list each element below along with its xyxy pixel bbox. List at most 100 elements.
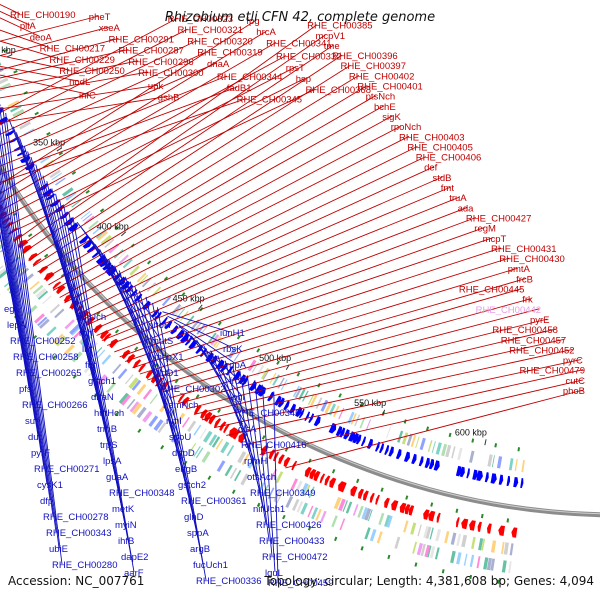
category-band-block: [131, 402, 142, 415]
reverse-gene-label: RHE_CH00433: [259, 536, 324, 547]
category-band-block: [37, 290, 49, 300]
category-band-block: [153, 419, 164, 431]
label-leader: [246, 375, 270, 541]
ring-tick-mark: [114, 329, 120, 334]
category-band-block: [273, 490, 281, 503]
category-band-block: [435, 528, 442, 542]
category-band-block: [302, 390, 309, 402]
reverse-cds-arrow: [506, 475, 511, 487]
label-leader: [0, 28, 188, 126]
forward-gene-label: ada: [458, 203, 475, 214]
category-band-block: [0, 62, 2, 66]
category-band-block: [290, 478, 298, 491]
forward-gene-label: upk: [148, 81, 164, 92]
ring-tick-mark: [137, 428, 142, 434]
reverse-cds-arrow: [154, 311, 162, 321]
category-band-block: [463, 553, 468, 566]
forward-gene-label: infC: [79, 90, 96, 101]
category-band-block: [491, 455, 495, 468]
category-band-block: [215, 337, 223, 349]
category-band-block: [357, 505, 364, 518]
forward-cds-arrow: [214, 418, 222, 428]
ring-tick-mark: [356, 478, 360, 484]
forward-cds-arrow: [399, 502, 407, 514]
category-band-block: [369, 529, 377, 542]
reverse-gene-label: phoH: [148, 320, 171, 331]
ring-tick-mark: [426, 426, 430, 431]
label-leader: [139, 257, 510, 375]
category-band-block: [333, 496, 342, 510]
forward-cds-arrow: [309, 469, 317, 480]
label-leader: [107, 206, 468, 346]
forward-cds-arrow: [477, 521, 482, 532]
forward-gene-label: pyrC: [563, 356, 583, 367]
category-band-block: [181, 417, 190, 428]
forward-cds-arrow: [109, 338, 119, 349]
forward-cds-arrow: [404, 504, 411, 515]
forward-gene-label: RHE_CH00479: [520, 366, 585, 377]
category-band-block: [508, 561, 512, 574]
category-band-block: [410, 435, 417, 448]
ring-tick-mark: [115, 411, 120, 416]
ring-tick-mark: [380, 487, 384, 492]
forward-gene-label: def: [424, 163, 438, 174]
ring-tick-mark: [13, 70, 18, 74]
category-band-block: [142, 410, 153, 423]
forward-cds-arrow: [56, 285, 66, 295]
reverse-gene-label: rimI: [166, 416, 182, 427]
category-band-block: [416, 542, 423, 556]
category-band-block: [394, 536, 401, 549]
forward-gene-label: RHE_CH00445: [459, 285, 524, 296]
category-band-block: [148, 415, 159, 427]
forward-gene-label: RHE_CH00296: [128, 57, 193, 68]
reverse-gene-label: lldD1: [157, 368, 179, 379]
label-leader: [0, 60, 139, 90]
reverse-gene-label: hutHch: [94, 408, 124, 419]
label-leader: [0, 192, 36, 421]
category-band-block: [69, 324, 81, 335]
category-band-block: [483, 557, 489, 570]
forward-gene-label: RHE_CH00332: [276, 52, 341, 63]
ring-tick-mark: [231, 489, 236, 494]
reverse-gene-label: gstch2: [178, 480, 206, 491]
category-band-block: [129, 401, 140, 413]
reverse-gene-label: RHE_CH00472: [262, 552, 327, 563]
reverse-cds-arrow: [484, 472, 489, 483]
reverse-gene-label: dut: [28, 432, 42, 443]
scale-tick-line: [484, 439, 487, 446]
category-band-block: [296, 500, 304, 513]
reverse-gene-label: RHE_CH00349: [250, 488, 315, 499]
category-band-block: [226, 445, 235, 457]
category-band-block: [441, 443, 448, 457]
category-band-block: [300, 502, 308, 515]
category-band-block: [176, 308, 186, 319]
forward-cds-arrow: [32, 258, 42, 266]
category-band-block: [300, 482, 309, 496]
category-band-block: [54, 308, 65, 319]
forward-gene-label: RHE_CH00403: [399, 132, 464, 143]
category-band-block: [126, 398, 136, 410]
category-band-block: [295, 480, 303, 493]
category-band-block: [471, 536, 476, 549]
label-leader: [101, 196, 460, 341]
forward-gene-label: dnaA: [207, 59, 230, 70]
forward-cds-arrow: [52, 281, 62, 290]
category-band-block: [188, 443, 197, 454]
ring-tick-mark: [494, 443, 498, 448]
label-leader: [254, 380, 273, 557]
label-leader: [86, 166, 435, 326]
reverse-cds-arrow: [151, 308, 160, 318]
category-band-block: [285, 495, 294, 508]
label-leader: [0, 55, 70, 71]
reverse-gene-label: rbsK: [223, 344, 243, 355]
category-band-block: [39, 318, 50, 329]
ring-tick-mark: [44, 253, 49, 258]
category-band-block: [364, 508, 372, 521]
ring-tick-mark: [146, 260, 152, 265]
reverse-gene-label: mcpX1: [154, 352, 184, 363]
category-band-block: [136, 406, 147, 419]
ring-tick-mark: [34, 111, 39, 116]
category-band-block: [501, 541, 505, 555]
ring-tick-mark: [60, 273, 66, 278]
ring-tick-mark: [282, 514, 286, 520]
